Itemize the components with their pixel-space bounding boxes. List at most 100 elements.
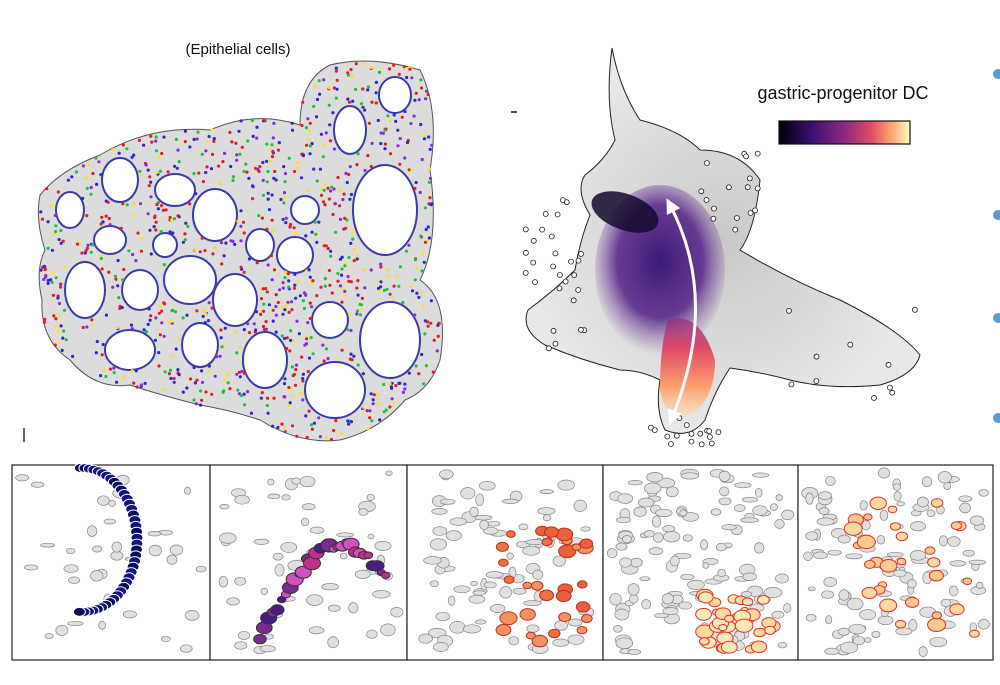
- cell-dot: [146, 212, 150, 216]
- bullet: [993, 210, 1000, 220]
- cell-dot: [159, 229, 163, 234]
- cell-dot: [340, 300, 344, 304]
- outlier-point: [711, 205, 717, 212]
- cell-dot: [89, 192, 93, 196]
- cell-outline: [678, 601, 692, 610]
- cell-outline: [432, 642, 449, 652]
- cell-dot: [312, 167, 316, 171]
- cell-outline: [893, 569, 907, 578]
- cell-dot: [177, 337, 181, 341]
- cell-dot: [390, 397, 394, 401]
- cell-dot: [220, 345, 224, 349]
- cell-dot: [327, 197, 331, 201]
- cell-dot: [140, 237, 144, 241]
- cell-dot: [431, 370, 435, 374]
- cell-outline: [525, 539, 545, 546]
- cell-dot: [306, 117, 310, 121]
- cell-dot: [274, 178, 278, 182]
- cell-dot: [204, 149, 208, 153]
- cell-outline: [336, 532, 355, 538]
- cell-outline: [846, 597, 864, 611]
- tissue-lumen: [152, 232, 178, 258]
- cell-dot: [361, 105, 365, 109]
- cell-dot: [286, 272, 290, 276]
- cell-dot: [428, 196, 432, 200]
- cell-dot: [282, 196, 286, 200]
- cell-outline: [775, 573, 789, 584]
- cell-outline: [348, 602, 359, 614]
- cell-dot: [160, 321, 164, 325]
- cell-dot: [50, 204, 54, 208]
- cell-dot: [354, 62, 358, 66]
- cell-dot: [422, 260, 426, 264]
- cell-outline: [680, 472, 699, 480]
- highlighted-cell: [720, 640, 738, 654]
- cell-dot: [343, 289, 347, 293]
- cell-outline: [718, 497, 732, 506]
- cell-dot: [413, 313, 417, 317]
- cell-dot: [329, 254, 333, 258]
- cell-outline: [752, 472, 770, 478]
- cell-outline: [781, 509, 795, 521]
- cell-dot: [186, 224, 190, 228]
- cell-dot: [90, 318, 94, 322]
- cell-outline: [938, 535, 948, 547]
- cell-outline: [687, 579, 705, 590]
- cell-dot: [398, 265, 403, 269]
- cell-dot: [264, 320, 268, 324]
- cell-dot: [270, 155, 275, 159]
- cell-dot: [336, 175, 340, 180]
- cell-dot: [177, 160, 181, 164]
- cell-dot: [106, 200, 110, 204]
- cell-dot: [120, 305, 124, 310]
- cell-dot: [173, 310, 178, 314]
- cell-dot: [424, 364, 428, 368]
- cell-dot: [413, 278, 417, 282]
- cell-dot: [382, 410, 386, 414]
- outlier-point: [706, 428, 713, 435]
- cell-dot: [349, 420, 353, 424]
- cell-outline: [469, 506, 479, 517]
- cell-outline: [763, 587, 783, 598]
- cell-outline: [740, 591, 752, 598]
- cell-dot: [426, 92, 430, 97]
- cell-dot: [314, 115, 319, 119]
- cell-dot: [134, 259, 138, 263]
- cell-dot: [369, 392, 373, 396]
- cell-dot: [239, 265, 243, 269]
- cell-outline: [160, 635, 171, 643]
- cell-dot: [352, 259, 356, 263]
- cell-dot: [307, 188, 311, 192]
- cell-dot: [89, 185, 93, 190]
- outlier-point: [747, 210, 754, 216]
- cell-dot: [293, 283, 297, 287]
- cell-dot: [417, 372, 421, 376]
- cell-outline: [522, 545, 540, 556]
- cell-dot: [295, 319, 299, 323]
- cell-outline: [557, 479, 575, 491]
- cell-dot: [385, 287, 389, 291]
- cell-dot: [140, 173, 144, 177]
- cell-dot: [205, 165, 209, 169]
- cell-dot: [299, 391, 303, 396]
- cell-dot: [122, 267, 126, 272]
- cell-dot: [281, 312, 285, 316]
- cell-outline: [429, 580, 439, 588]
- cell-dot: [377, 401, 381, 405]
- cell-dot: [340, 255, 344, 259]
- cell-outline: [926, 509, 936, 518]
- cell-outline: [259, 645, 276, 653]
- cell-dot: [290, 424, 295, 428]
- tissue-lumen: [359, 301, 421, 379]
- cell-dot: [301, 100, 305, 104]
- outlier-point: [871, 395, 877, 401]
- cell-dot: [265, 180, 269, 184]
- cell-dot: [81, 164, 85, 168]
- outlier-point: [552, 250, 559, 257]
- cell-dot: [349, 328, 353, 333]
- cell-outline: [479, 519, 489, 531]
- outlier-point: [710, 215, 717, 222]
- cell-dot: [46, 246, 50, 250]
- cell-dot: [231, 178, 235, 183]
- tissue-lumen: [242, 331, 288, 389]
